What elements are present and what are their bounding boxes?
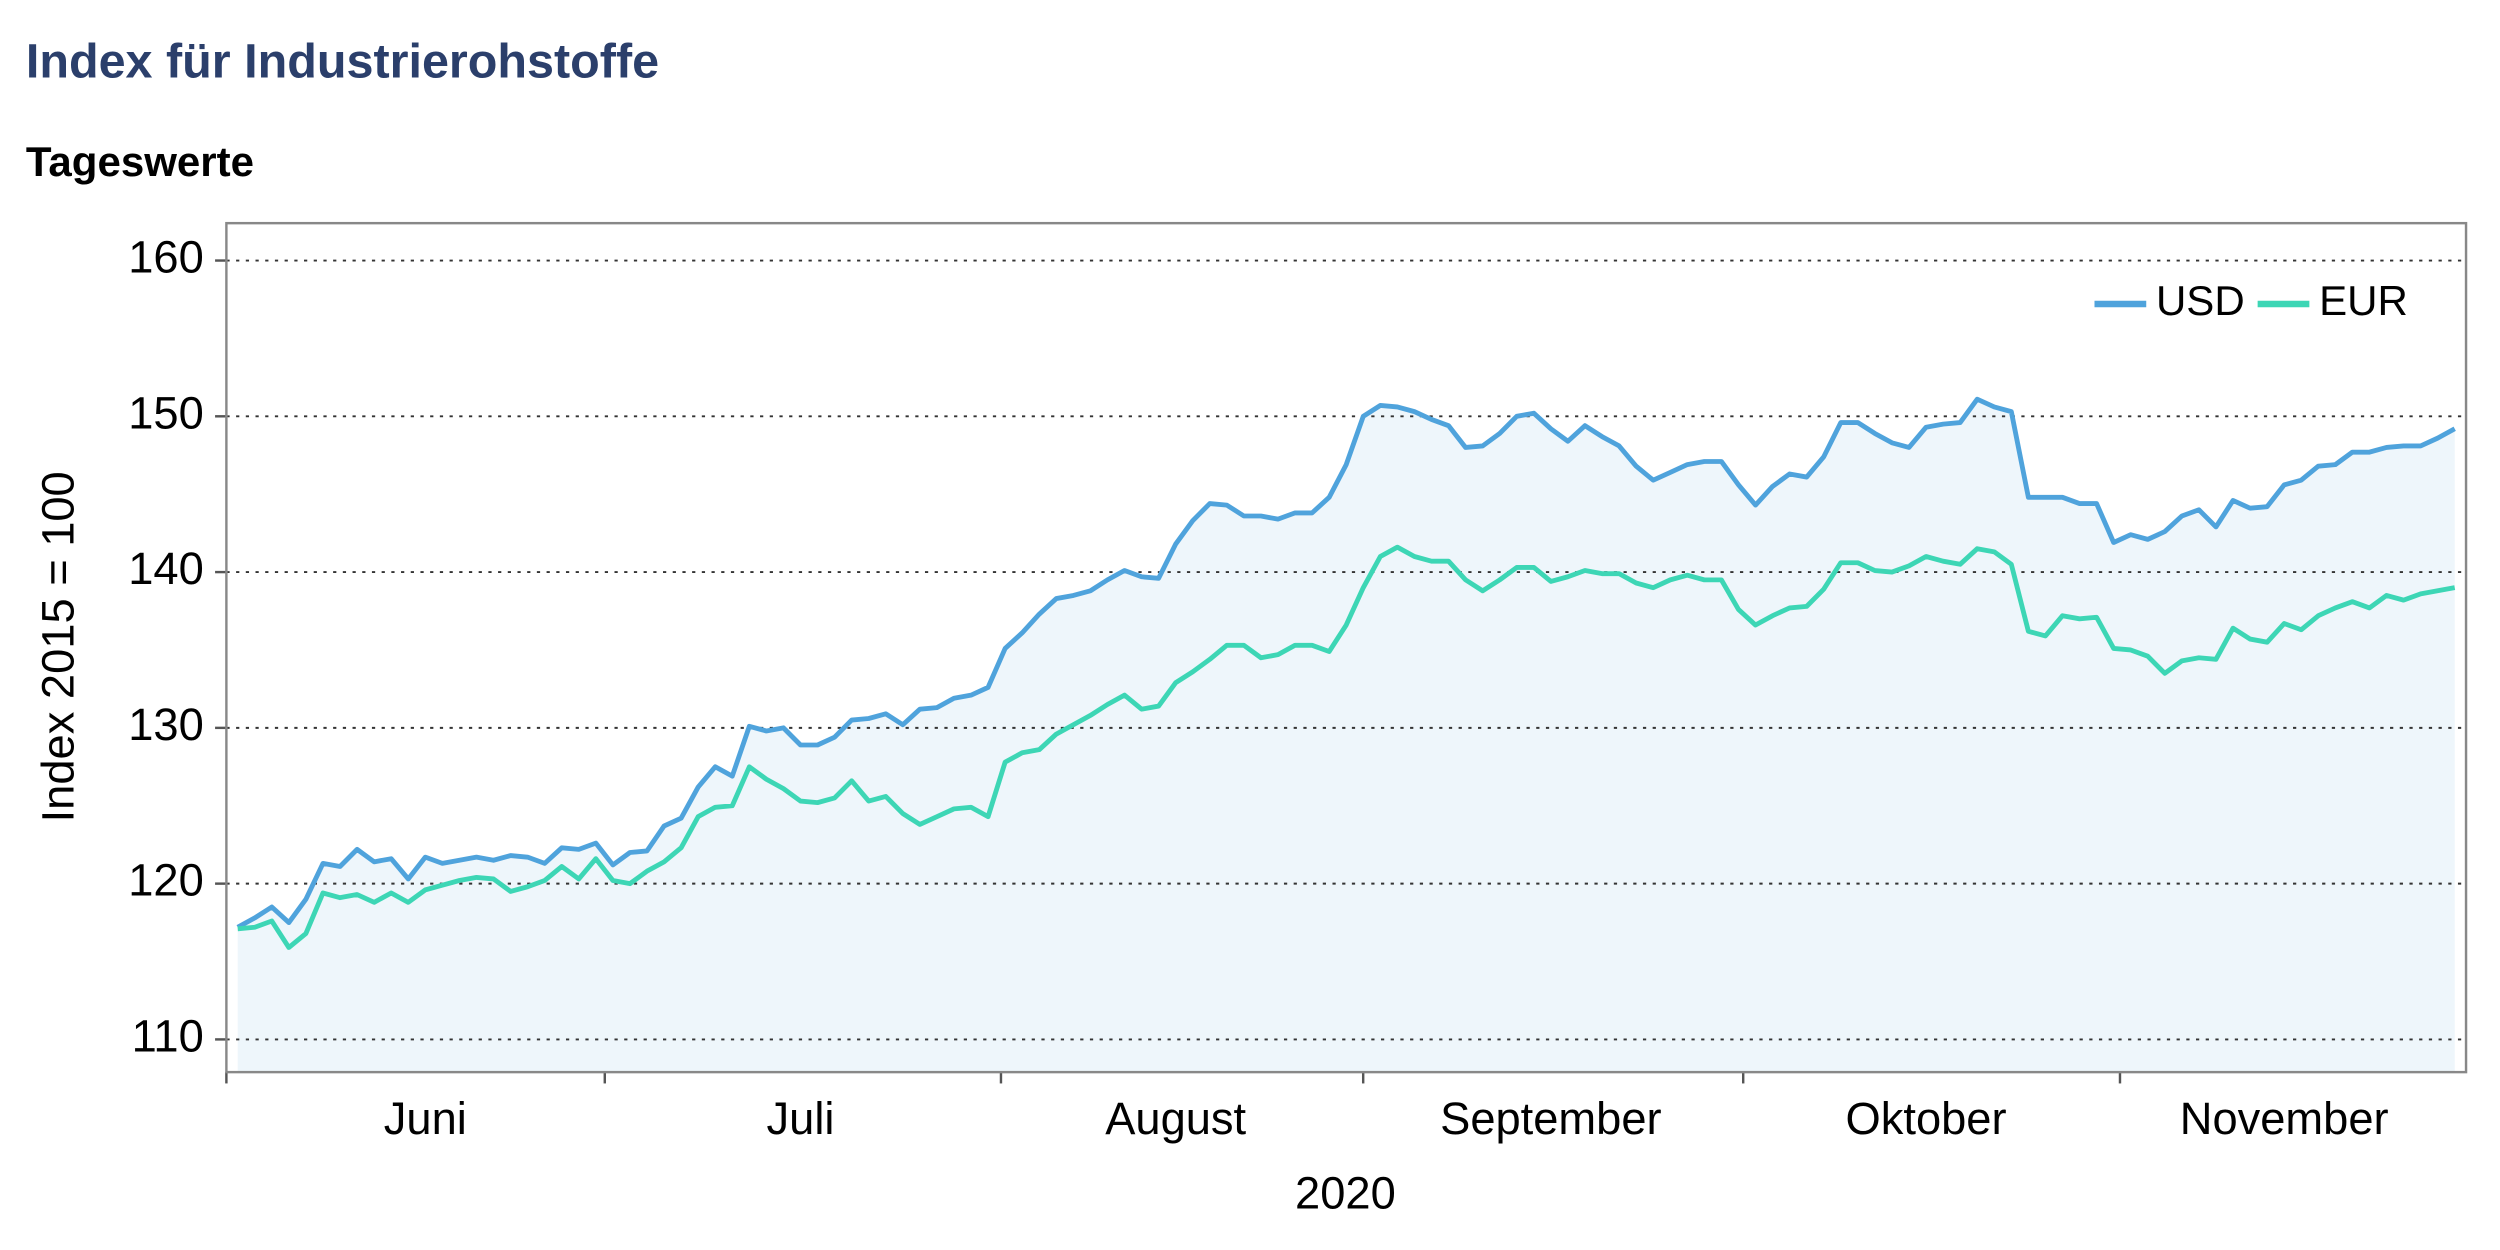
- plot-frame: [225, 221, 2468, 1074]
- chart-title: Index für Industrierohstoffe: [26, 34, 659, 88]
- chart-subtitle: Tageswerte: [26, 138, 254, 185]
- y-tick-label: 160: [128, 231, 204, 282]
- line: [237, 544, 2456, 950]
- x-tick-label: September: [1440, 1093, 1661, 1144]
- x-tick-label: Juli: [767, 1093, 835, 1144]
- area: [237, 399, 2455, 1073]
- x-ticks: [225, 1072, 2122, 1084]
- x-tick-label: November: [2180, 1093, 2389, 1144]
- y-axis-label: Index 2015 = 100: [32, 471, 83, 822]
- x-axis-label: 2020: [1295, 1168, 1396, 1219]
- x-tick-label: Juni: [384, 1093, 467, 1144]
- y-tick-label: 150: [128, 387, 204, 438]
- y-tick-label: 110: [132, 1010, 204, 1061]
- y-tick-label: 130: [128, 699, 204, 750]
- y-tick-label: 140: [128, 543, 204, 594]
- x-tick-label: Oktober: [1846, 1093, 2007, 1144]
- legend-label: EUR: [2319, 277, 2408, 324]
- x-tick-label: August: [1105, 1093, 1246, 1144]
- legend-label: USD: [2156, 277, 2245, 324]
- line: [236, 396, 2456, 930]
- y-tick-label: 120: [128, 855, 204, 906]
